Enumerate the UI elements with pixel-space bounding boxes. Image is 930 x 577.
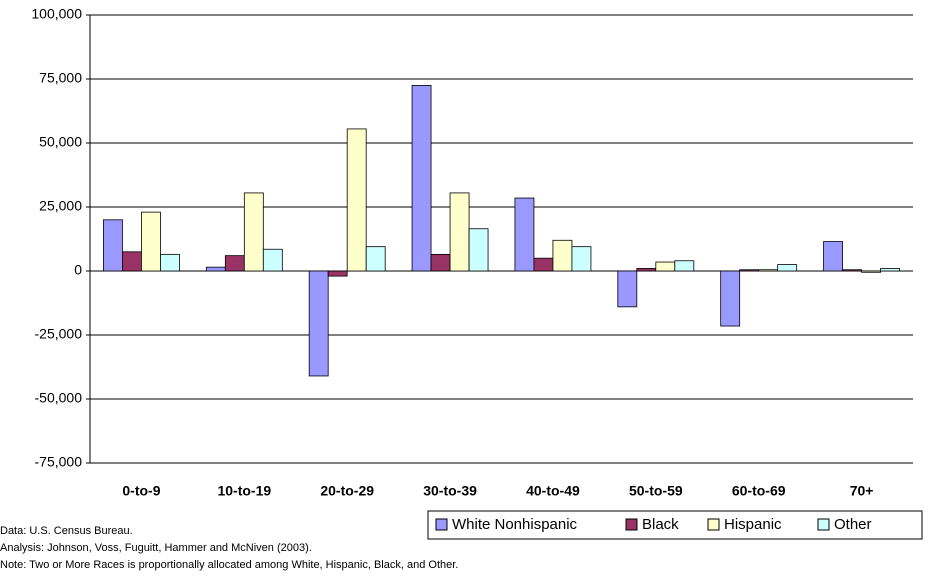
bar (468, 228, 489, 272)
bar (365, 246, 386, 272)
x-tick-label: 50-to-59 (629, 483, 683, 499)
legend-label: Black (642, 516, 679, 533)
bar (122, 251, 142, 272)
bar (552, 239, 573, 272)
bar (777, 264, 798, 272)
bar (224, 255, 245, 272)
y-tick-label: 75,000 (39, 70, 82, 86)
bar (308, 270, 329, 377)
bar (758, 269, 779, 272)
y-tick-label: 50,000 (39, 134, 82, 150)
bar (262, 248, 283, 272)
bar (674, 260, 695, 272)
x-tick-label: 20-to-29 (320, 483, 374, 499)
bar (346, 128, 367, 272)
legend-swatch (435, 518, 448, 531)
bar (861, 270, 881, 273)
bar (141, 211, 161, 272)
bar (449, 192, 470, 272)
bar (636, 268, 657, 272)
bar (842, 269, 862, 272)
note: Data: U.S. Census Bureau. (0, 525, 133, 537)
bar (243, 192, 264, 272)
legend-swatch (707, 518, 720, 531)
legend-label: Hispanic (724, 516, 782, 533)
y-tick-label: 100,000 (31, 6, 82, 22)
y-tick-label: 25,000 (39, 198, 82, 214)
legend-label: Other (834, 516, 872, 533)
bar (205, 266, 226, 272)
x-tick-label: 70+ (850, 483, 874, 499)
y-tick-label: 0 (74, 262, 82, 278)
bar (880, 268, 900, 272)
x-tick-label: 10-to-19 (217, 483, 271, 499)
x-tick-label: 0-to-9 (122, 483, 160, 499)
bar (533, 257, 554, 272)
x-tick-label: 30-to-39 (423, 483, 477, 499)
bar (571, 246, 592, 272)
legend-label: White Nonhispanic (452, 516, 578, 533)
bar (327, 270, 348, 277)
y-tick-label: -50,000 (35, 390, 83, 406)
bar (739, 269, 760, 272)
legend-box (427, 510, 923, 540)
note: Analysis: Johnson, Voss, Fuguitt, Hammer… (0, 542, 312, 554)
legend-swatch (625, 518, 638, 531)
y-tick-label: -25,000 (35, 326, 83, 342)
bar (655, 261, 676, 272)
bar (823, 241, 843, 272)
bar (720, 270, 741, 327)
bar (617, 270, 638, 308)
x-tick-label: 40-to-49 (526, 483, 580, 499)
bar (514, 197, 535, 272)
bar (160, 253, 180, 272)
x-tick-label: 60-to-69 (732, 483, 786, 499)
y-tick-label: -75,000 (35, 454, 83, 470)
legend-swatch (817, 518, 830, 531)
bar (411, 85, 432, 272)
bar (103, 219, 123, 272)
bar (430, 253, 451, 272)
note: Note: Two or More Races is proportionall… (0, 559, 458, 571)
